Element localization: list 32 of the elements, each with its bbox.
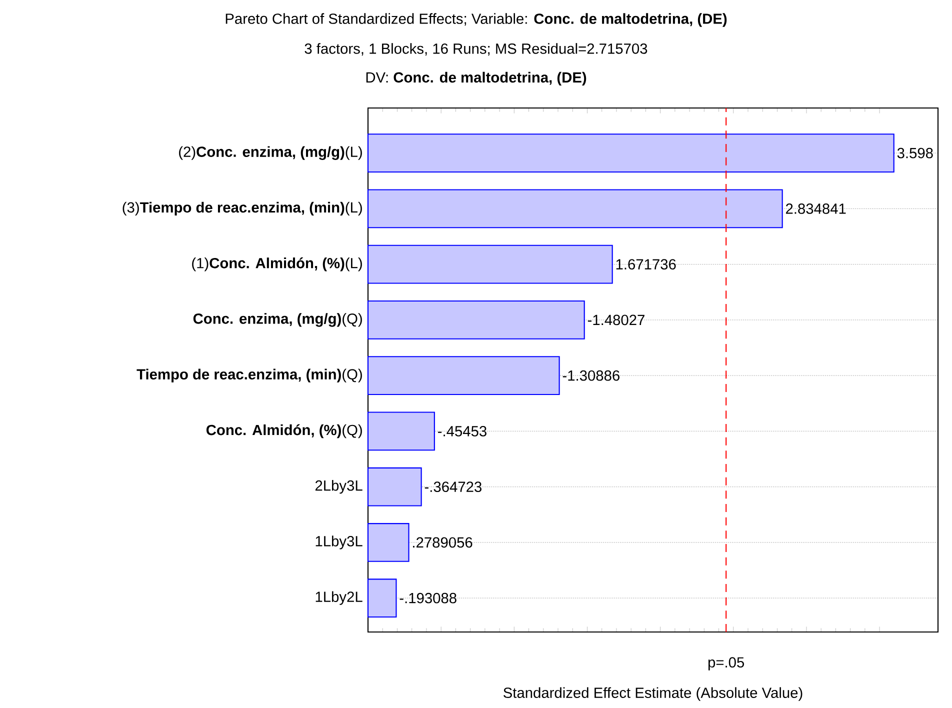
ref-line-label: p=.05 [708, 657, 744, 670]
y-tick-label: (3)Tiempo de reac.enzima, (min)(L) [122, 202, 362, 216]
chart-title: Pareto Chart of Standardized Effects; Variable: Conc. de maltodetrina, (DE) [226, 13, 727, 27]
y-tick-label: Conc. Almidón, (%)(Q) [206, 424, 362, 438]
bar [367, 189, 783, 228]
x-axis-title: Standardized Effect Estimate (Absolute Value) [504, 687, 802, 701]
bar [367, 300, 585, 340]
bar [367, 467, 422, 506]
data-label: 3.598 [897, 148, 933, 158]
bar [367, 244, 613, 284]
data-label: 2.834841 [786, 204, 846, 214]
bar [367, 578, 397, 618]
bar [367, 412, 435, 451]
y-tick-label: 1Lby2L [316, 591, 362, 605]
data-label: .2789056 [413, 537, 472, 548]
text: DV: Conc. de maltodetrina, (DE) [366, 72, 586, 86]
annotation: -.193088 [400, 592, 456, 604]
chart-subtitle: 3 factors, 1 Blocks, 16 Runs; MS Residual=2.715703 [304, 43, 648, 56]
bar [367, 356, 560, 396]
y-tick-label: (1)Conc. Almidón, (%)(L) [192, 257, 362, 272]
y-tick-label: 2Lby3L [315, 480, 362, 494]
y-tick-label: (2)Conc. enzima, (mg/g)(L) [179, 146, 362, 160]
y-tick-label: Tiempo de reac.enzima, (min)(Q) [136, 368, 362, 382]
bar [367, 134, 894, 173]
annotation: -.364723 [424, 482, 482, 492]
annotation: -.45453 [438, 426, 486, 436]
data-label: 1.671736 [616, 259, 676, 270]
annotation: -1.48027 [588, 314, 644, 326]
y-tick-label: 1Lby3L [316, 536, 362, 550]
y-tick-label: Conc. enzima, (mg/g)(Q) [193, 313, 362, 327]
bar [367, 522, 410, 562]
annotation: -1.30886 [562, 370, 620, 381]
